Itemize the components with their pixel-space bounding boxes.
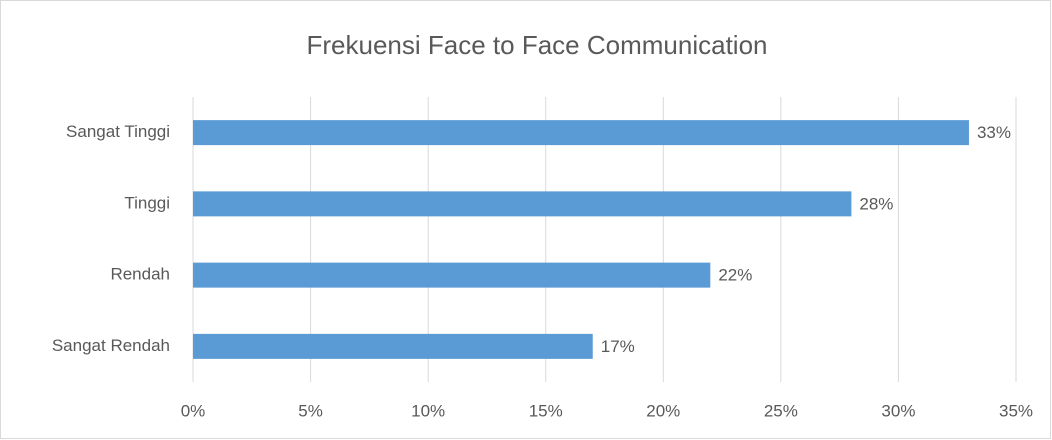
x-tick-label: 25% bbox=[764, 401, 798, 420]
y-tick-label: Sangat Rendah bbox=[52, 336, 170, 355]
bar bbox=[193, 333, 593, 359]
bar bbox=[193, 120, 969, 146]
x-tick-label: 0% bbox=[181, 401, 206, 420]
x-tick-label: 15% bbox=[529, 401, 563, 420]
bar bbox=[193, 191, 852, 217]
x-tick-label: 20% bbox=[646, 401, 680, 420]
y-tick-label: Sangat Tinggi bbox=[66, 122, 170, 141]
bar bbox=[193, 262, 711, 288]
y-tick-label: Tinggi bbox=[124, 193, 170, 212]
y-tick-label: Rendah bbox=[110, 265, 170, 284]
x-tick-label: 35% bbox=[999, 401, 1033, 420]
x-tick-label: 30% bbox=[881, 401, 915, 420]
x-tick-label: 5% bbox=[298, 401, 323, 420]
data-label: 22% bbox=[718, 266, 752, 285]
data-label: 33% bbox=[977, 123, 1011, 142]
data-label: 17% bbox=[601, 337, 635, 356]
x-tick-label: 10% bbox=[411, 401, 445, 420]
chart-title: Frekuensi Face to Face Communication bbox=[307, 30, 768, 60]
data-label: 28% bbox=[859, 194, 893, 213]
